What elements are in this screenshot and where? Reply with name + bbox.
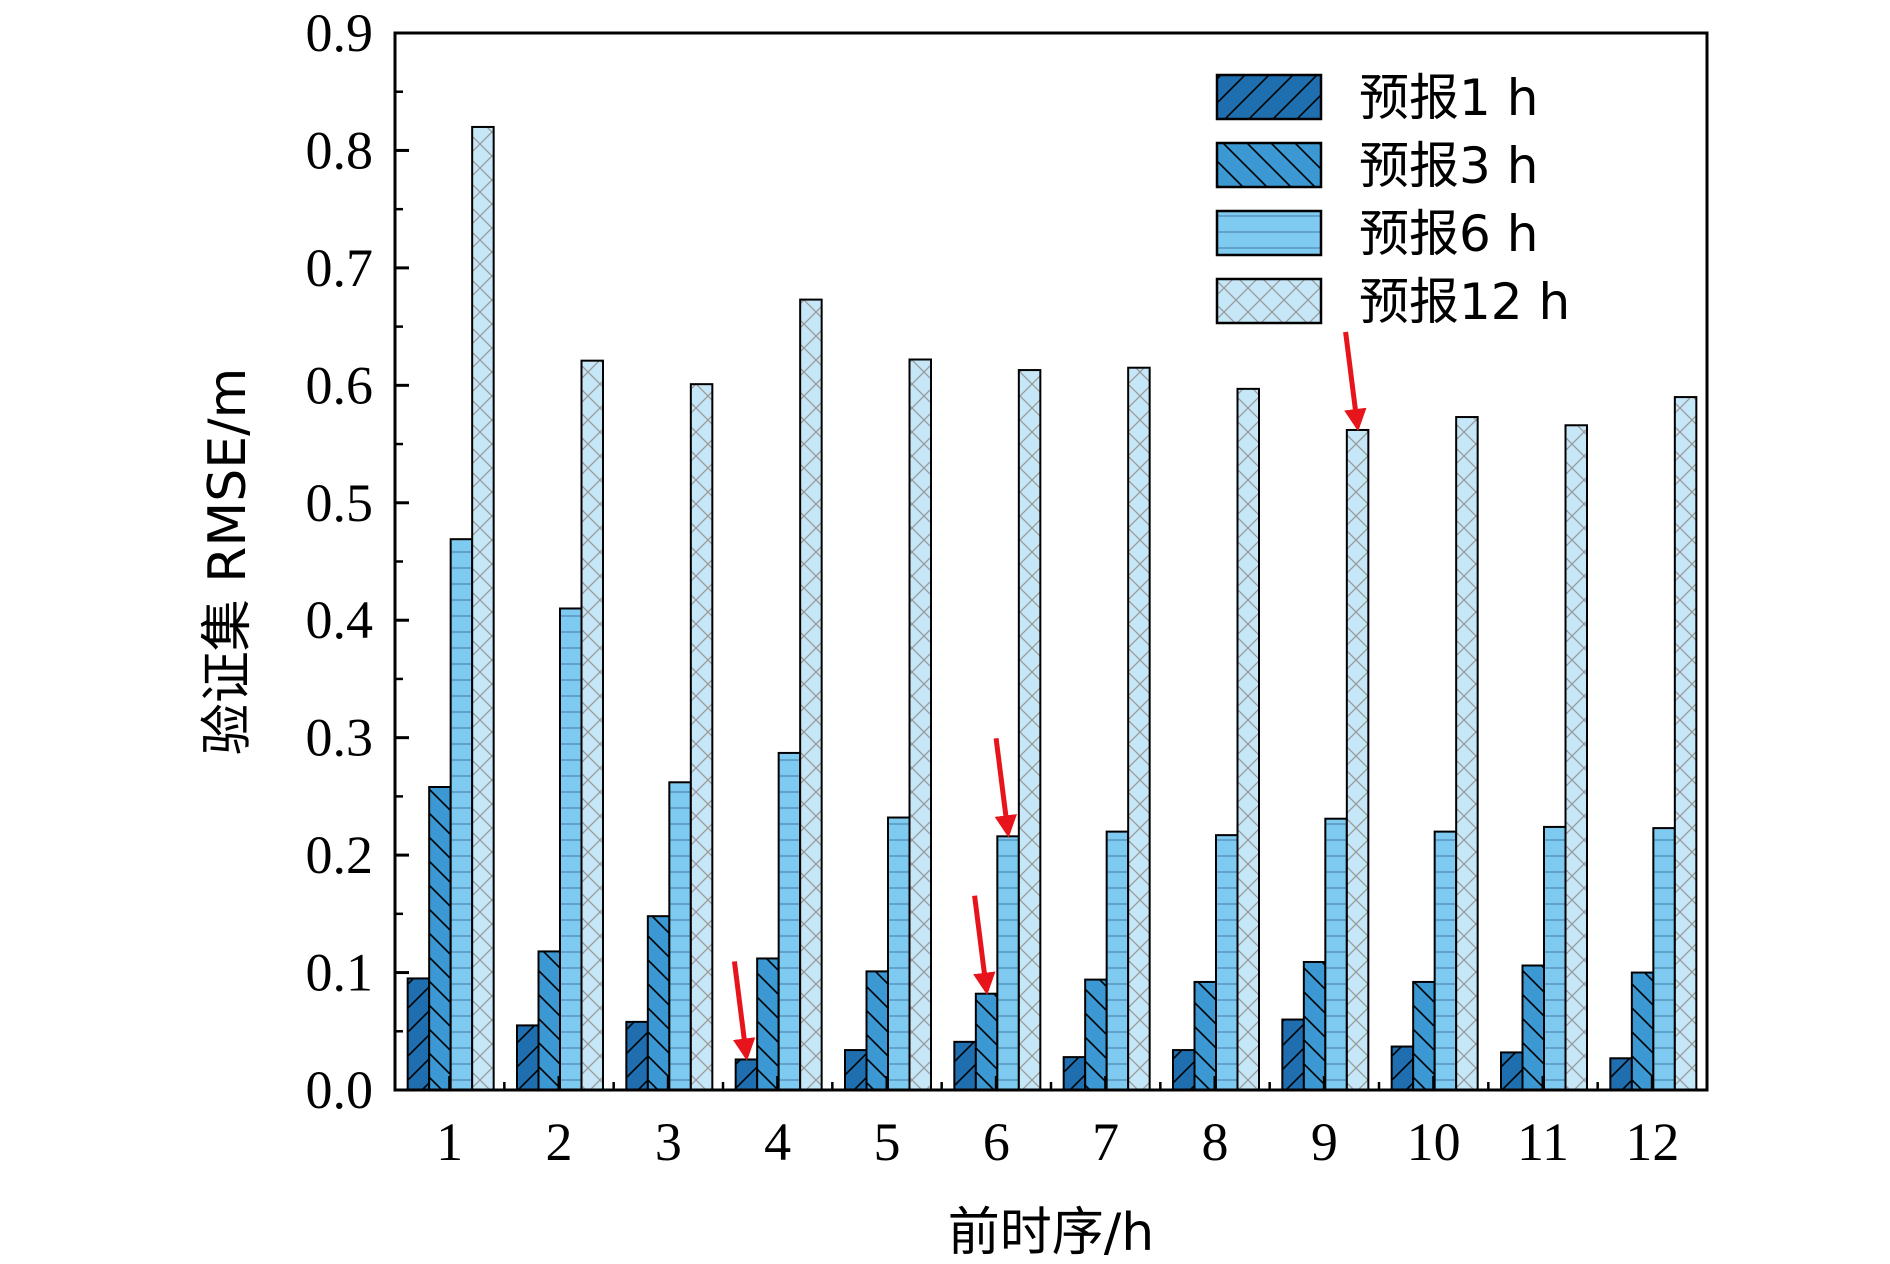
bar bbox=[1455, 416, 1479, 1091]
legend-label: 预报3 h bbox=[1359, 137, 1538, 195]
annotation-arrow bbox=[993, 738, 1017, 838]
bar bbox=[1390, 1045, 1415, 1091]
bar bbox=[1236, 387, 1260, 1091]
bar bbox=[865, 970, 889, 1091]
bar bbox=[996, 835, 1020, 1091]
bar bbox=[646, 915, 671, 1092]
bars-layer bbox=[406, 125, 1698, 1092]
legend-label: 预报6 h bbox=[1359, 205, 1538, 263]
legend-swatch bbox=[1215, 209, 1323, 257]
bar bbox=[1105, 830, 1130, 1091]
legend-item: 预报3 h bbox=[1215, 137, 1538, 195]
x-tick-label: 1 bbox=[436, 1112, 463, 1172]
annotation-arrow bbox=[972, 895, 996, 996]
bar bbox=[625, 1020, 649, 1091]
bar bbox=[559, 607, 583, 1091]
bar bbox=[1652, 827, 1676, 1091]
legend-swatch bbox=[1215, 277, 1323, 325]
bar bbox=[537, 950, 561, 1091]
bar bbox=[1564, 424, 1588, 1091]
bar bbox=[1084, 978, 1108, 1092]
legend-item: 预报12 h bbox=[1215, 273, 1570, 331]
x-tick-label: 10 bbox=[1407, 1112, 1461, 1172]
x-tick-label: 3 bbox=[655, 1112, 682, 1172]
bar bbox=[668, 781, 692, 1091]
x-tick-label: 2 bbox=[546, 1112, 573, 1172]
x-tick-label: 5 bbox=[874, 1112, 901, 1172]
y-tick-label: 0.6 bbox=[306, 355, 374, 415]
bar bbox=[406, 977, 431, 1092]
x-tick-label: 12 bbox=[1625, 1112, 1679, 1172]
x-tick-label: 6 bbox=[983, 1112, 1010, 1172]
bar bbox=[1433, 830, 1458, 1091]
bar bbox=[799, 298, 823, 1091]
y-tick-label: 0.0 bbox=[306, 1060, 374, 1120]
x-tick-label: 11 bbox=[1517, 1112, 1569, 1172]
bar bbox=[734, 1058, 759, 1092]
legend-label: 预报12 h bbox=[1359, 273, 1570, 331]
legend-item: 预报6 h bbox=[1215, 205, 1538, 263]
y-tick-label: 0.9 bbox=[306, 3, 374, 63]
bar bbox=[953, 1040, 977, 1091]
bar bbox=[1281, 1018, 1305, 1091]
bar bbox=[1630, 971, 1655, 1091]
annotation-arrow bbox=[1343, 331, 1367, 432]
bar bbox=[689, 383, 714, 1091]
legend-label: 预报1 h bbox=[1359, 69, 1538, 127]
bar bbox=[449, 538, 474, 1091]
y-tick-label: 0.2 bbox=[306, 825, 374, 885]
bar bbox=[756, 957, 780, 1091]
y-tick-label: 0.5 bbox=[306, 473, 374, 533]
bar bbox=[1302, 960, 1327, 1091]
bar bbox=[1062, 1056, 1087, 1092]
x-tick-label: 7 bbox=[1092, 1112, 1119, 1172]
bar bbox=[887, 816, 911, 1091]
y-tick-label: 0.1 bbox=[306, 943, 374, 1003]
bar bbox=[1127, 366, 1151, 1091]
y-tick-label: 0.4 bbox=[306, 590, 374, 650]
bar bbox=[1345, 428, 1370, 1091]
bar bbox=[428, 785, 452, 1091]
legend-swatch bbox=[1215, 73, 1323, 121]
axis-ticks: 0.00.10.20.30.40.50.60.70.80.91 2 3 4 5 6 7 8 9 1… bbox=[306, 3, 1680, 1172]
bar bbox=[1609, 1057, 1633, 1092]
bar bbox=[1017, 369, 1042, 1091]
bar bbox=[844, 1049, 868, 1091]
annotation-arrows bbox=[731, 331, 1367, 1061]
x-tick-label: 8 bbox=[1202, 1112, 1229, 1172]
bar bbox=[1324, 817, 1348, 1091]
y-tick-label: 0.8 bbox=[306, 120, 374, 180]
x-tick-label: 9 bbox=[1311, 1112, 1338, 1172]
bar bbox=[1543, 825, 1567, 1091]
bar bbox=[1521, 964, 1545, 1092]
legend-swatch bbox=[1215, 141, 1323, 189]
x-tick-label: 4 bbox=[764, 1112, 791, 1172]
bar bbox=[471, 125, 495, 1091]
bar bbox=[777, 751, 802, 1091]
annotation-arrow bbox=[731, 961, 756, 1061]
bar bbox=[1412, 980, 1436, 1091]
bar bbox=[1193, 980, 1217, 1091]
legend: 预报1 h 预报3 h 预报6 h 预报12 h bbox=[1215, 69, 1570, 331]
bar bbox=[974, 992, 999, 1091]
bar bbox=[1172, 1049, 1196, 1091]
bar bbox=[580, 359, 604, 1092]
y-tick-label: 0.3 bbox=[306, 708, 374, 768]
legend-item: 预报1 h bbox=[1215, 69, 1538, 127]
bar bbox=[1673, 396, 1698, 1092]
y-axis-title: 验证集 RMSE/m bbox=[198, 368, 258, 756]
bar bbox=[516, 1024, 540, 1091]
x-axis-title: 前时序/h bbox=[948, 1203, 1154, 1263]
bar bbox=[908, 358, 932, 1091]
bar bbox=[1500, 1051, 1524, 1091]
y-tick-label: 0.7 bbox=[306, 238, 374, 298]
bar bbox=[1215, 834, 1239, 1092]
